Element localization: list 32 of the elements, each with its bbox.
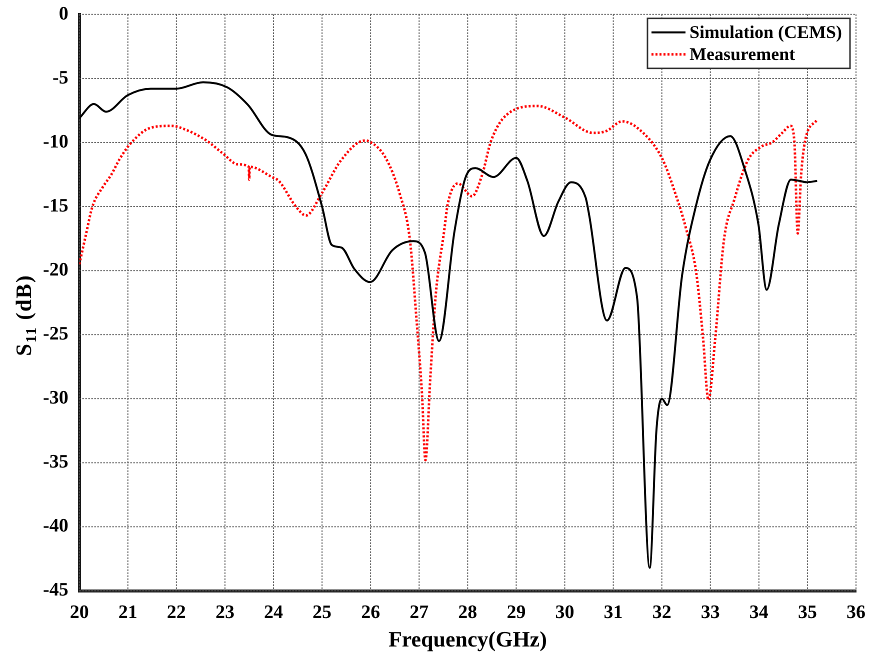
x-tick-label: 34 — [749, 602, 769, 624]
y-tick-label: -45 — [43, 580, 68, 601]
line-series — [79, 81, 818, 569]
legend-label: Measurement — [689, 44, 796, 64]
y-tick-label: -35 — [43, 452, 68, 473]
x-tick-label: 20 — [70, 602, 89, 624]
x-tick-label: 21 — [118, 602, 138, 624]
x-tick-label: 35 — [798, 602, 817, 624]
y-tick-label: -30 — [43, 388, 68, 409]
x-axis-title: Frequency(GHz) — [388, 626, 547, 652]
y-tick-label: -25 — [43, 324, 68, 345]
x-tick-label: 25 — [312, 602, 332, 624]
x-tick-label: 22 — [166, 602, 186, 624]
x-tick-label: 36 — [846, 602, 866, 624]
y-tick-label: -10 — [43, 131, 68, 152]
y-tick-label: -15 — [43, 195, 68, 216]
x-tick-label: 26 — [361, 602, 380, 624]
y-tick-label: -5 — [52, 67, 68, 88]
x-tick-label: 32 — [652, 602, 672, 624]
legend-label: Simulation (CEMS) — [689, 22, 842, 42]
line-series — [79, 104, 818, 462]
x-tick-label: 27 — [410, 602, 430, 624]
x-tick-label: 33 — [700, 602, 720, 624]
x-tick-label: 30 — [555, 602, 574, 624]
y-tick-label: -20 — [43, 259, 68, 280]
x-tick-label: 31 — [604, 602, 623, 624]
x-tick-label: 24 — [264, 602, 284, 624]
x-tick-label: 29 — [506, 602, 526, 624]
y-tick-label: 0 — [58, 3, 68, 24]
y-tick-label: -40 — [43, 516, 68, 537]
x-tick-label: 23 — [215, 602, 234, 624]
x-tick-label: 28 — [458, 602, 478, 624]
